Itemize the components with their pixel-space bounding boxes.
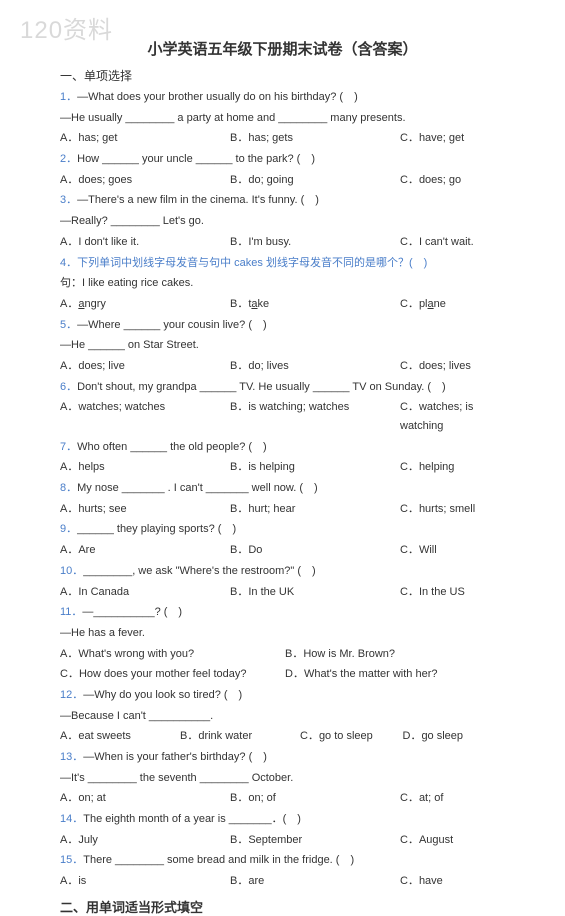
q14: 14．The eighth month of a year is _______… [60,810,505,829]
q14-options: A．July B．September C．August [60,831,505,850]
q11-options-row1: A．What's wrong with you? B．How is Mr. Br… [60,645,505,664]
q2-options: A．does; goes B．do; going C．does; go [60,171,505,190]
section-2-title: 二、用单词适当形式填空 [60,897,505,916]
q1-line2: —He usually ________ a party at home and… [60,109,505,128]
q12-line2: —Because I can't __________. [60,707,505,726]
q9: 9．______ they playing sports? ( ) [60,520,505,539]
q6: 6．Don't shout, my grandpa ______ TV. He … [60,378,505,397]
section-1-title: 一、单项选择 [60,67,505,84]
q1-line1: 1．—What does your brother usually do on … [60,88,505,107]
q10-options: A．In Canada B．In the UK C．In the US [60,583,505,602]
q12-line1: 12．—Why do you look so tired? ( ) [60,686,505,705]
q1-options: A．has; get B．has; gets C．have; get [60,129,505,148]
q15-options: A．is B．are C．have [60,872,505,891]
q3-line2: —Really? ________ Let's go. [60,212,505,231]
page-title: 小学英语五年级下册期末试卷（含答案） [60,38,505,59]
q2: 2．How ______ your uncle ______ to the pa… [60,150,505,169]
q13-options: A．on; at B．on; of C．at; of [60,789,505,808]
q3-line1: 3．—There's a new film in the cinema. It'… [60,191,505,210]
q7-options: A．helps B．is helping C．helping [60,458,505,477]
q5-line2: —He ______ on Star Street. [60,336,505,355]
q5-options: A．does; live B．do; lives C．does; lives [60,357,505,376]
q13-line1: 13．—When is your father's birthday? ( ) [60,748,505,767]
q6-options: A．watches; watches B．is watching; watche… [60,398,505,435]
q11-options-row2: C．How does your mother feel today? D．Wha… [60,665,505,684]
watermark: 120资料 [20,10,113,45]
q7: 7．Who often ______ the old people? ( ) [60,438,505,457]
q13-line2: —It's ________ the seventh ________ Octo… [60,769,505,788]
q9-options: A．Are B．Do C．Will [60,541,505,560]
q8: 8．My nose _______ . I can't _______ well… [60,479,505,498]
q4-line2: 句：I like eating rice cakes. [60,274,505,293]
q11-line1: 11．—__________? ( ) [60,603,505,622]
q4-options: A．angry B．take C．plane [60,295,505,314]
q11-line2: —He has a fever. [60,624,505,643]
q10: 10．________, we ask "Where's the restroo… [60,562,505,581]
q3-options: A．I don't like it. B．I'm busy. C．I can't… [60,233,505,252]
q5-line1: 5．—Where ______ your cousin live? ( ) [60,316,505,335]
q12-options: A．eat sweets B．drink water C．go to sleep… [60,727,505,746]
q4-line1: 4．下列单词中划线字母发音与句中 cakes 划线字母发音不同的是哪个？( ) [60,254,505,273]
q15: 15．There ________ some bread and milk in… [60,851,505,870]
q8-options: A．hurts; see B．hurt; hear C．hurts; smell [60,500,505,519]
